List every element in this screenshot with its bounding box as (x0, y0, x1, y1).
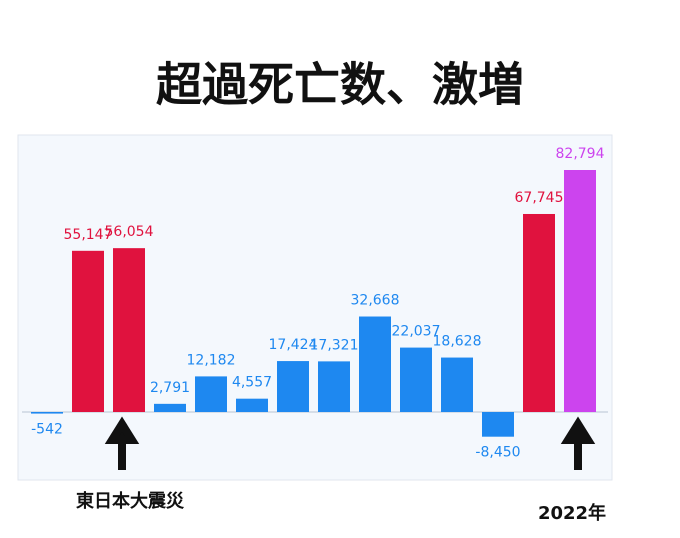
bar (72, 250, 104, 412)
value-label: 32,668 (351, 293, 400, 309)
value-label: 12,182 (187, 352, 236, 368)
bar (154, 403, 186, 412)
value-label: 4,557 (232, 375, 272, 391)
bar (359, 316, 391, 412)
bar (441, 357, 473, 412)
value-label: 17,321 (310, 337, 359, 353)
bar (564, 170, 596, 412)
bar (113, 248, 145, 412)
value-label: -542 (31, 422, 63, 438)
bar (400, 347, 432, 412)
bar (318, 361, 350, 412)
chart-title: 超過死亡数、激増 (156, 58, 524, 112)
arrow (104, 416, 140, 470)
annotation: 東日本大震災 (76, 490, 185, 512)
bar (523, 213, 555, 412)
bar (195, 376, 227, 412)
value-label: 56,054 (105, 224, 154, 240)
plot-panel (17, 134, 613, 481)
value-label: 82,794 (556, 146, 605, 162)
value-label: 22,037 (392, 324, 441, 340)
bar (277, 361, 309, 412)
value-label: 18,628 (433, 334, 482, 350)
bar (482, 412, 514, 437)
arrow (560, 416, 596, 470)
value-label: -8,450 (475, 445, 520, 461)
value-label: 55,147 (64, 227, 113, 243)
bar (236, 398, 268, 412)
annotation: 2022年 (538, 502, 606, 524)
value-label: 67,745 (515, 190, 564, 206)
value-label: 17,424 (269, 337, 318, 353)
bar (31, 412, 63, 414)
value-label: 2,791 (150, 380, 190, 396)
